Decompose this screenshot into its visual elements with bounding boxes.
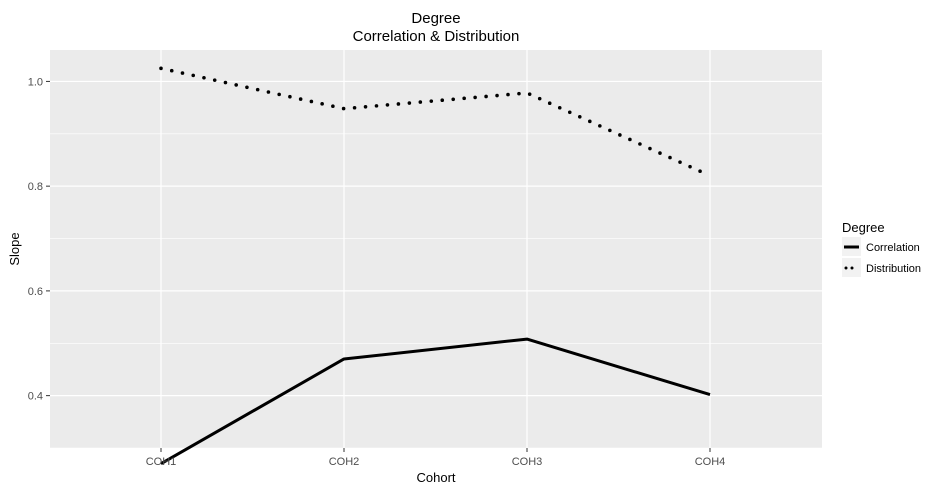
x-tick-label: COH4 <box>695 456 726 468</box>
x-tick-label: COH3 <box>512 456 543 468</box>
x-axis-title: Cohort <box>416 470 455 485</box>
y-tick-label: 0.6 <box>28 286 43 298</box>
grid-major <box>50 50 822 448</box>
y-axis-ticks: 0.4 0.6 0.8 1.0 <box>28 76 50 403</box>
series-line-correlation <box>160 337 711 466</box>
legend: Degree Correlation Distribution <box>842 220 921 277</box>
grid-minor <box>50 133 822 449</box>
series-layer <box>159 66 712 466</box>
plot-panel <box>50 50 822 448</box>
legend-title: Degree <box>842 220 885 235</box>
chart-subtitle: Correlation & Distribution <box>353 28 520 45</box>
x-tick-label: COH2 <box>329 456 360 468</box>
x-axis-ticks: COH1 COH2 COH3 COH4 <box>146 448 726 468</box>
y-tick-label: 0.4 <box>28 391 43 403</box>
chart-title: Degree <box>411 10 460 27</box>
x-tick-label: COH1 <box>146 456 177 468</box>
y-tick-label: 1.0 <box>28 76 43 88</box>
legend-label-distribution: Distribution <box>866 263 921 275</box>
y-tick-label: 0.8 <box>28 181 43 193</box>
y-axis-title: Slope <box>7 232 22 265</box>
series-line-distribution <box>159 66 712 178</box>
legend-label-correlation: Correlation <box>866 242 920 254</box>
